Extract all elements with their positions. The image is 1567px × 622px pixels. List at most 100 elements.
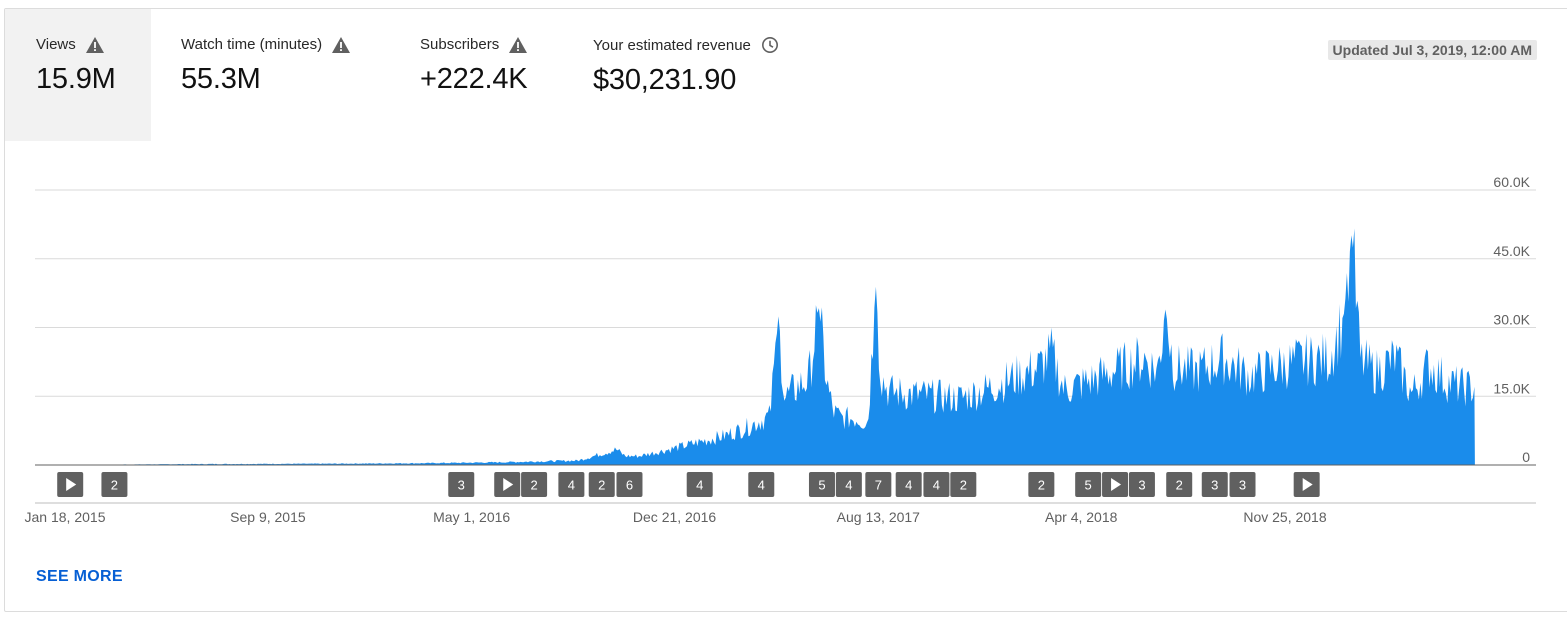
x-tick-label: Aug 13, 2017 [837,509,921,525]
marker-box [1201,472,1228,497]
analytics-card: Views 15.9M Watch time (minutes) 55.3M S… [4,8,1567,612]
x-tick-label: Jan 18, 2015 [25,509,106,525]
x-tick-label: Nov 25, 2018 [1243,509,1326,525]
marker-box [101,472,128,497]
video-marker[interactable] [1293,472,1320,497]
video-count-marker[interactable]: 4 [558,472,585,497]
warning-icon [509,36,528,53]
marker-count: 4 [696,478,703,493]
video-marker[interactable] [1102,472,1129,497]
marker-box [1166,472,1193,497]
marker-box [808,472,835,497]
video-count-marker[interactable]: 3 [1201,472,1228,497]
video-count-marker[interactable]: 2 [588,472,615,497]
marker-count: 6 [626,478,633,493]
video-count-marker[interactable]: 4 [686,472,713,497]
marker-count: 3 [1239,478,1246,493]
views-area-series [49,228,1475,465]
marker-count: 5 [1085,478,1092,493]
marker-box [448,472,475,497]
marker-count: 2 [598,478,605,493]
marker-box [835,472,862,497]
video-marker[interactable] [57,472,84,497]
metric-value: 15.9M [36,63,116,95]
marker-box [950,472,977,497]
x-tick-label: Dec 21, 2016 [633,509,716,525]
marker-count: 2 [530,478,537,493]
marker-box [923,472,950,497]
x-tick-label: Apr 4, 2018 [1045,509,1118,525]
play-icon [503,478,514,491]
marker-box [895,472,922,497]
marker-box [1028,472,1055,497]
metric-label: Your estimated revenue [593,36,751,54]
marker-box [686,472,713,497]
video-count-marker[interactable]: 4 [835,472,862,497]
x-tick-label: May 1, 2016 [433,509,510,525]
video-count-marker[interactable]: 2 [1166,472,1193,497]
marker-count: 2 [960,478,967,493]
y-tick-label: 30.0K [1493,312,1530,328]
metric-label: Watch time (minutes) [181,36,323,53]
video-count-marker[interactable]: 5 [808,472,835,497]
y-tick-label: 45.0K [1493,243,1530,259]
marker-count: 3 [1138,478,1145,493]
marker-count: 3 [458,478,465,493]
warning-icon [332,36,351,53]
video-count-marker[interactable]: 3 [1229,472,1256,497]
video-count-marker[interactable]: 5 [1075,472,1102,497]
play-icon [1111,478,1122,491]
video-count-marker[interactable]: 4 [748,472,775,497]
metric-value: +222.4K [420,63,528,95]
marker-count: 3 [1211,478,1218,493]
marker-box [558,472,585,497]
marker-count: 2 [111,478,118,493]
y-tick-label: 60.0K [1493,174,1530,190]
marker-count: 4 [845,478,852,493]
video-count-marker[interactable]: 3 [1128,472,1155,497]
marker-box [1229,472,1256,497]
play-icon [66,478,77,491]
marker-count: 5 [818,478,825,493]
metric-tab-revenue[interactable]: Your estimated revenue $30,231.90 [593,9,813,141]
marker-count: 7 [875,478,882,493]
marker-box [616,472,643,497]
marker-count: 2 [1176,478,1183,493]
metric-label: Subscribers [420,36,500,53]
metric-value: $30,231.90 [593,64,737,96]
metric-tab-views[interactable]: Views 15.9M [5,9,151,141]
marker-box [1075,472,1102,497]
marker-box [748,472,775,497]
marker-count: 4 [568,478,575,493]
marker-count: 4 [905,478,912,493]
video-count-marker[interactable]: 2 [1028,472,1055,497]
metric-label: Views [36,36,76,53]
marker-count: 4 [933,478,940,493]
video-count-marker[interactable]: 4 [895,472,922,497]
video-count-marker[interactable]: 4 [923,472,950,497]
x-tick-label: Sep 9, 2015 [230,509,306,525]
play-icon [1302,478,1313,491]
marker-box [588,472,615,497]
marker-box [1128,472,1155,497]
metric-tab-subscribers[interactable]: Subscribers +222.4K [420,9,560,141]
marker-box [521,472,548,497]
video-count-marker[interactable]: 2 [950,472,977,497]
metric-value: 55.3M [181,63,261,95]
video-count-marker[interactable]: 6 [616,472,643,497]
video-count-marker[interactable]: 7 [865,472,892,497]
marker-count: 4 [758,478,765,493]
metric-tab-watch-time[interactable]: Watch time (minutes) 55.3M [181,9,391,141]
warning-icon [85,36,104,53]
marker-box [865,472,892,497]
video-count-marker[interactable]: 3 [448,472,475,497]
video-marker[interactable] [494,472,521,497]
see-more-link[interactable]: SEE MORE [36,568,123,585]
video-count-marker[interactable]: 2 [101,472,128,497]
clock-icon [761,36,779,54]
video-count-marker[interactable]: 2 [521,472,548,497]
marker-count: 2 [1038,478,1045,493]
last-updated-badge: Updated Jul 3, 2019, 12:00 AM [1327,40,1537,60]
y-tick-label: 0 [1522,449,1530,465]
